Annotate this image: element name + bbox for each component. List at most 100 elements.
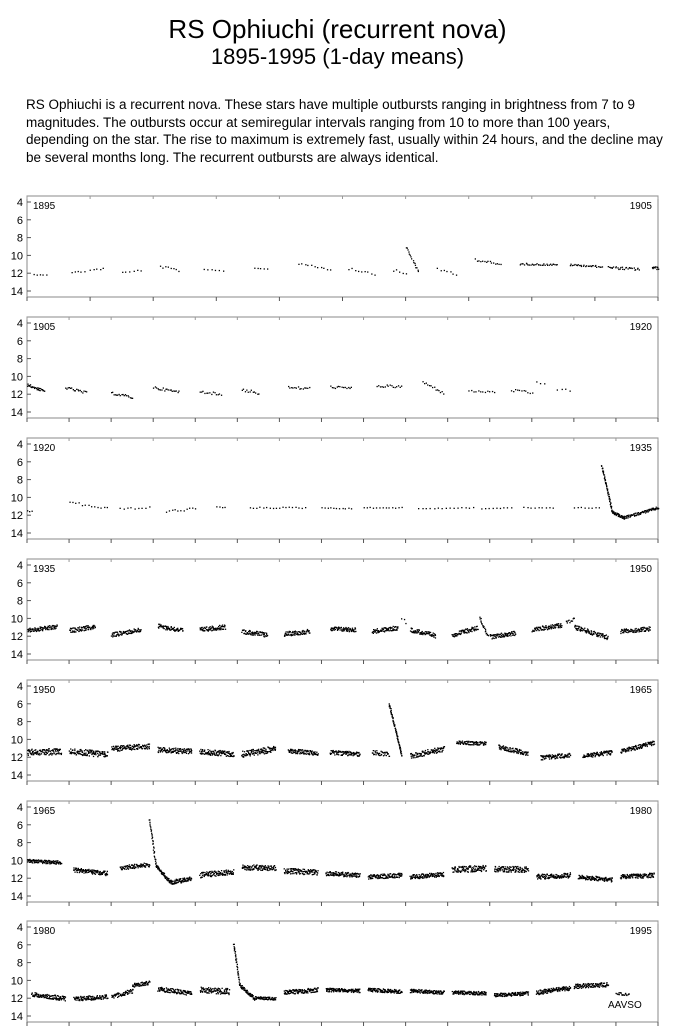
data-point <box>424 875 426 877</box>
data-point <box>421 876 423 879</box>
data-point <box>468 866 470 868</box>
data-point <box>585 630 587 632</box>
data-point <box>211 269 213 271</box>
data-point <box>501 747 503 749</box>
data-point <box>543 263 545 265</box>
data-point <box>353 875 355 877</box>
data-point <box>42 751 44 753</box>
data-point <box>351 752 354 754</box>
data-point <box>650 743 653 745</box>
data-point <box>119 866 121 868</box>
data-point <box>215 754 217 756</box>
data-point <box>102 752 104 754</box>
data-point <box>70 751 72 753</box>
data-point <box>385 630 387 632</box>
data-point <box>617 514 619 516</box>
data-point <box>188 877 191 879</box>
data-point <box>387 877 389 879</box>
data-point <box>625 628 627 630</box>
panel-start-year: 1895 <box>33 201 56 212</box>
data-point <box>429 875 432 877</box>
data-point <box>84 390 87 393</box>
data-point <box>398 507 400 509</box>
data-point <box>224 626 226 628</box>
data-point <box>294 872 296 874</box>
data-point <box>170 748 172 750</box>
data-point <box>645 744 647 746</box>
data-point <box>300 749 302 751</box>
data-point <box>469 865 472 867</box>
data-point <box>438 872 440 875</box>
data-point <box>170 267 172 270</box>
data-point <box>623 516 625 518</box>
data-point <box>42 274 44 276</box>
data-point <box>273 866 275 868</box>
data-point <box>112 749 115 751</box>
data-point <box>372 752 374 754</box>
data-point <box>166 627 168 630</box>
data-point <box>503 871 506 873</box>
data-point <box>474 742 476 744</box>
data-point <box>605 751 607 753</box>
data-point <box>78 502 80 504</box>
data-point <box>155 862 157 864</box>
data-point <box>159 747 161 749</box>
data-point <box>252 507 255 509</box>
data-point <box>44 861 47 863</box>
data-point <box>394 877 396 879</box>
data-point <box>30 753 33 756</box>
data-point <box>440 270 442 272</box>
data-point <box>349 751 352 753</box>
data-point <box>609 499 611 501</box>
data-point <box>435 874 437 876</box>
data-point <box>227 872 229 874</box>
data-point <box>645 510 648 512</box>
data-point <box>219 624 221 627</box>
data-point <box>224 753 226 755</box>
data-point <box>636 748 638 750</box>
data-point <box>428 751 431 753</box>
data-point <box>244 754 246 757</box>
data-point <box>648 743 650 745</box>
data-point <box>335 626 337 628</box>
data-point <box>329 753 332 755</box>
data-point <box>46 860 48 862</box>
data-point <box>644 627 646 629</box>
data-point <box>206 626 208 628</box>
data-point <box>475 629 477 631</box>
data-point <box>244 868 246 870</box>
data-point <box>289 871 292 873</box>
data-point <box>464 631 466 633</box>
data-point <box>474 865 476 867</box>
data-point <box>498 865 500 868</box>
data-point <box>625 266 628 269</box>
data-point <box>115 635 117 637</box>
data-point <box>73 752 75 754</box>
panel-end-year: 1950 <box>630 564 653 575</box>
data-point <box>266 869 268 871</box>
data-point <box>476 868 478 871</box>
data-point <box>116 634 118 636</box>
data-point <box>607 637 609 639</box>
data-point <box>140 746 142 748</box>
data-point <box>396 874 398 876</box>
data-point <box>207 872 210 875</box>
data-point <box>78 626 81 628</box>
data-point <box>330 750 332 752</box>
data-point <box>587 754 589 756</box>
data-point <box>557 626 560 628</box>
data-point <box>89 269 91 271</box>
data-point <box>148 748 150 750</box>
panel-start-year: 1965 <box>33 806 56 817</box>
data-point <box>28 751 30 753</box>
data-point <box>390 713 393 715</box>
data-point <box>33 860 35 862</box>
data-point <box>602 633 604 635</box>
data-point <box>158 627 160 629</box>
data-point <box>573 617 575 620</box>
data-point <box>417 631 420 633</box>
data-point <box>122 748 124 750</box>
data-point <box>34 749 36 751</box>
data-point <box>517 750 519 752</box>
data-point <box>52 860 54 863</box>
